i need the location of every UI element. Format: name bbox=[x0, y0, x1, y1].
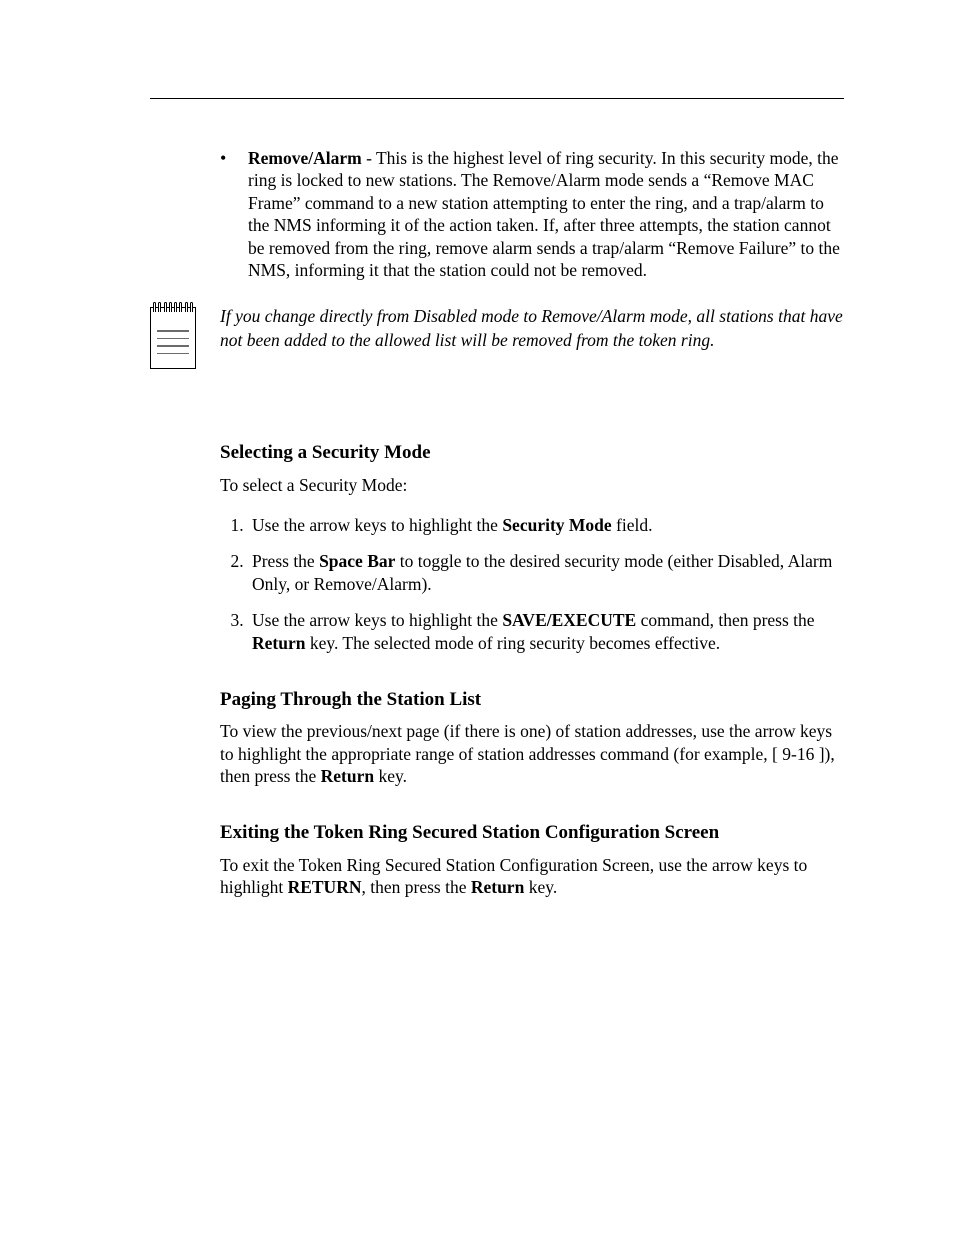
step-bold: SAVE/EXECUTE bbox=[502, 610, 636, 630]
notebook-binding bbox=[153, 302, 193, 312]
para-text: key. bbox=[374, 766, 407, 786]
step-bold: Security Mode bbox=[502, 515, 611, 535]
para-bold: RETURN bbox=[288, 877, 362, 897]
para-bold: Return bbox=[471, 877, 524, 897]
intro-paragraph: To select a Security Mode: bbox=[220, 474, 844, 496]
step-text: key. The selected mode of ring security … bbox=[305, 633, 720, 653]
bullet-marker: • bbox=[220, 147, 248, 281]
section-heading: Selecting a Security Mode bbox=[220, 441, 844, 465]
para-bold: Return bbox=[321, 766, 374, 786]
step-bold: Return bbox=[252, 633, 305, 653]
step-text: Press the bbox=[252, 551, 319, 571]
bullet-text: Remove/Alarm - This is the highest level… bbox=[248, 147, 844, 281]
bullet-title: Remove/Alarm bbox=[248, 148, 362, 168]
document-page: • Remove/Alarm - This is the highest lev… bbox=[0, 0, 954, 1235]
procedure-step: Use the arrow keys to highlight the SAVE… bbox=[248, 609, 844, 654]
section-heading: Paging Through the Station List bbox=[220, 688, 844, 712]
procedure-step: Use the arrow keys to highlight the Secu… bbox=[248, 514, 844, 536]
note-text: If you change directly from Disabled mod… bbox=[220, 305, 844, 352]
paragraph: To view the previous/next page (if there… bbox=[220, 720, 844, 787]
notebook-icon bbox=[150, 307, 196, 369]
step-text: field. bbox=[612, 515, 653, 535]
section-select-mode: Selecting a Security Mode To select a Se… bbox=[220, 441, 844, 654]
section-exit: Exiting the Token Ring Secured Station C… bbox=[220, 821, 844, 898]
bullet-item: • Remove/Alarm - This is the highest lev… bbox=[220, 147, 844, 281]
procedure-step: Press the Space Bar to toggle to the des… bbox=[248, 550, 844, 595]
note-block: If you change directly from Disabled mod… bbox=[150, 305, 844, 369]
body-column: • Remove/Alarm - This is the highest lev… bbox=[220, 147, 844, 281]
step-text: command, then press the bbox=[636, 610, 814, 630]
procedure-list: Use the arrow keys to highlight the Secu… bbox=[220, 514, 844, 654]
step-text: Use the arrow keys to highlight the bbox=[252, 515, 502, 535]
step-bold: Space Bar bbox=[319, 551, 395, 571]
note-icon-cell bbox=[150, 305, 220, 369]
paragraph: To exit the Token Ring Secured Station C… bbox=[220, 854, 844, 899]
para-text: key. bbox=[524, 877, 557, 897]
step-text: Use the arrow keys to highlight the bbox=[252, 610, 502, 630]
section-paging: Paging Through the Station List To view … bbox=[220, 688, 844, 787]
header-rule bbox=[150, 98, 844, 99]
para-text: , then press the bbox=[361, 877, 470, 897]
notebook-lines bbox=[157, 330, 189, 354]
section-heading: Exiting the Token Ring Secured Station C… bbox=[220, 821, 844, 845]
para-text: To view the previous/next page (if there… bbox=[220, 721, 835, 786]
